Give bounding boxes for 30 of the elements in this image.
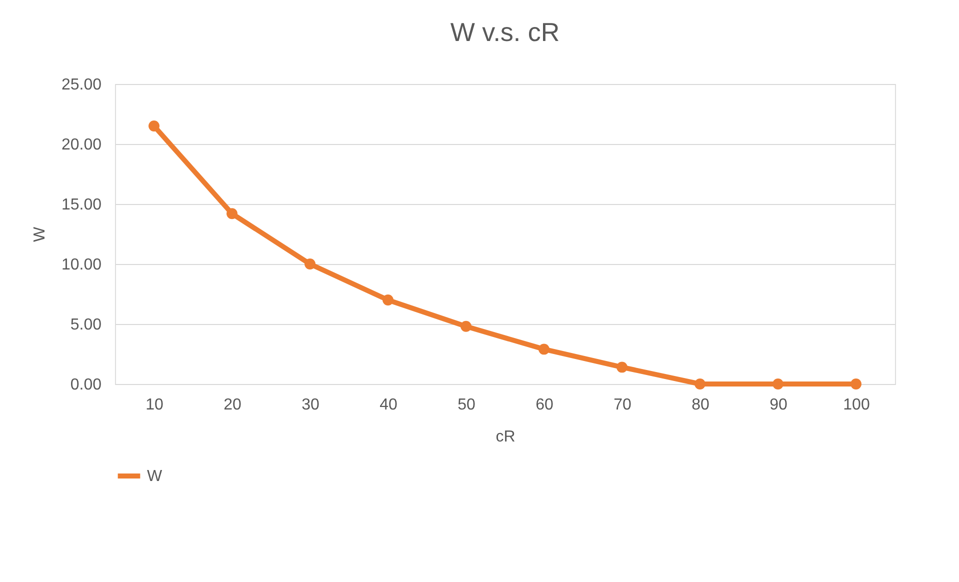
point bbox=[460, 320, 472, 332]
x-tick-label: 70 bbox=[614, 396, 632, 414]
x-tick-label: 20 bbox=[224, 396, 242, 414]
x-tick-label: 50 bbox=[458, 396, 476, 414]
point bbox=[850, 378, 862, 390]
y-tick-label: 5.00 bbox=[70, 316, 102, 334]
y-tick-label: 10.00 bbox=[61, 256, 102, 274]
point bbox=[538, 344, 550, 355]
point bbox=[382, 294, 394, 306]
y-tick-label: 25.00 bbox=[61, 76, 102, 94]
chart-title: W v.s. cR bbox=[450, 17, 560, 47]
x-axis-title: cR bbox=[496, 428, 516, 446]
point bbox=[694, 378, 706, 390]
y-tick-label: 20.00 bbox=[61, 136, 102, 154]
x-tick-label: 30 bbox=[302, 396, 320, 414]
x-tick-label: 100 bbox=[843, 396, 870, 414]
x-tick-label: 90 bbox=[770, 396, 788, 414]
y-axis-title: W bbox=[31, 226, 48, 242]
x-tick-label: 60 bbox=[536, 396, 554, 414]
x-tick-label: 40 bbox=[380, 396, 398, 414]
y-tick-label: 15.00 bbox=[61, 196, 102, 214]
point bbox=[226, 208, 238, 220]
y-tick-label: 0.00 bbox=[70, 376, 102, 394]
x-tick-label: 10 bbox=[146, 396, 164, 414]
point bbox=[772, 378, 784, 390]
point bbox=[148, 120, 160, 132]
point bbox=[304, 258, 316, 270]
point bbox=[616, 362, 628, 373]
x-tick-label: 80 bbox=[692, 396, 710, 414]
legend-label: W bbox=[147, 468, 163, 485]
